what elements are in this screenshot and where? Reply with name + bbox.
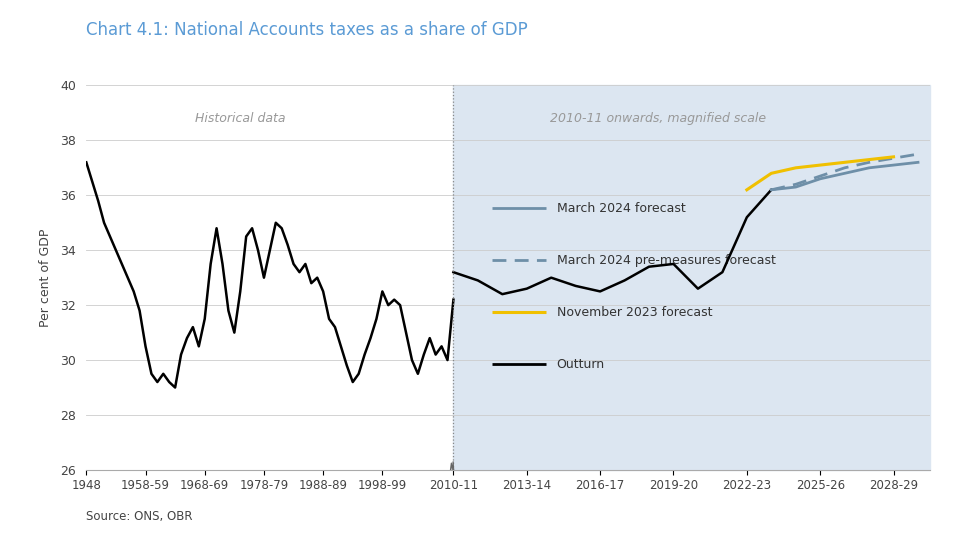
Text: November 2023 forecast: November 2023 forecast [556,306,712,319]
Text: 2010-11 onwards, magnified scale: 2010-11 onwards, magnified scale [550,112,766,125]
Bar [454,85,930,470]
Text: March 2024 forecast: March 2024 forecast [556,202,686,215]
Text: Source: ONS, OBR: Source: ONS, OBR [86,511,193,523]
Text: March 2024 pre-measures forecast: March 2024 pre-measures forecast [556,254,776,267]
Text: Historical data: Historical data [196,112,286,125]
Text: Outturn: Outturn [556,358,605,371]
Text: Chart 4.1: National Accounts taxes as a share of GDP: Chart 4.1: National Accounts taxes as a … [86,21,528,40]
Y-axis label: Per cent of GDP: Per cent of GDP [38,229,52,327]
